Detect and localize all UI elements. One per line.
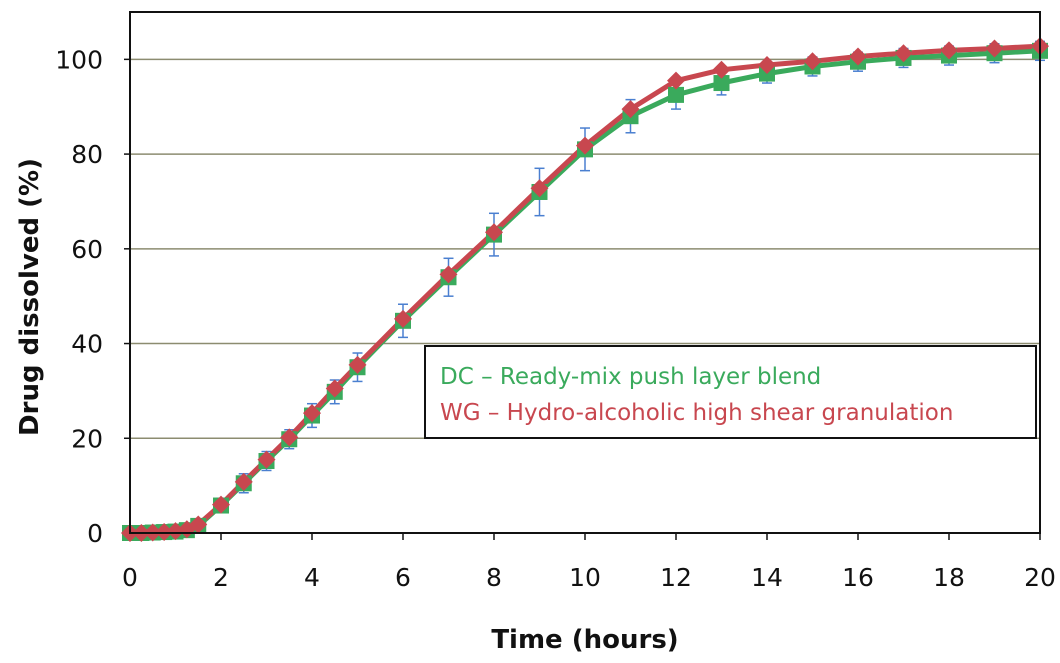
marker-s1-16 bbox=[485, 223, 503, 242]
x-axis-title: Time (hours) bbox=[491, 625, 678, 655]
x-tick-label-20: 20 bbox=[1024, 563, 1056, 592]
marker-s1-26 bbox=[940, 41, 958, 60]
legend-entry-dc: DC – Ready-mix push layer blend bbox=[440, 364, 821, 390]
marker-s1-22 bbox=[758, 56, 776, 75]
y-tick-label-80: 80 bbox=[71, 140, 103, 169]
marker-s1-11 bbox=[303, 404, 321, 423]
y-tick-labels: 0 20 40 60 80 100 bbox=[55, 45, 103, 548]
marker-s1-18 bbox=[576, 136, 594, 155]
plot-area-border bbox=[129, 11, 1041, 534]
y-tick-label-100: 100 bbox=[55, 45, 103, 74]
marker-s1-10 bbox=[280, 428, 299, 447]
marker-s1-9 bbox=[257, 450, 276, 469]
marker-s0-20 bbox=[668, 86, 684, 103]
marker-s1-7 bbox=[212, 495, 230, 514]
y-tick-label-0: 0 bbox=[87, 519, 103, 548]
x-tick-label-12: 12 bbox=[660, 563, 692, 592]
x-tick-label-18: 18 bbox=[933, 563, 965, 592]
x-tick-label-2: 2 bbox=[213, 563, 229, 592]
y-tick-label-60: 60 bbox=[71, 235, 103, 264]
x-tick-label-0: 0 bbox=[122, 563, 138, 592]
marker-s1-13 bbox=[348, 355, 367, 374]
marker-s1-21 bbox=[712, 60, 731, 79]
x-tick-label-6: 6 bbox=[395, 563, 411, 592]
series-markers bbox=[121, 37, 1049, 542]
marker-s1-19 bbox=[621, 100, 640, 119]
x-tick-label-14: 14 bbox=[751, 563, 783, 592]
x-tick-label-8: 8 bbox=[486, 563, 502, 592]
marker-s1-25 bbox=[894, 44, 913, 63]
x-tick-label-16: 16 bbox=[842, 563, 874, 592]
marker-s0-21 bbox=[713, 75, 730, 92]
marker-s1-23 bbox=[803, 52, 822, 71]
marker-s1-20 bbox=[667, 71, 685, 90]
x-tick-label-10: 10 bbox=[569, 563, 601, 592]
marker-s1-6 bbox=[189, 515, 208, 534]
marker-s1-17 bbox=[530, 179, 549, 198]
marker-s1-15 bbox=[439, 265, 458, 284]
y-tick-label-40: 40 bbox=[71, 330, 103, 359]
legend-box bbox=[424, 345, 1037, 439]
marker-s1-12 bbox=[325, 379, 344, 398]
error-bars bbox=[193, 40, 1045, 530]
x-tick-label-4: 4 bbox=[304, 563, 320, 592]
marker-s1-24 bbox=[849, 47, 867, 66]
y-axis-title: Drug dissolved (%) bbox=[15, 158, 45, 436]
y-tick-label-20: 20 bbox=[71, 424, 103, 453]
marker-s1-4 bbox=[166, 522, 185, 541]
marker-s1-14 bbox=[394, 309, 412, 328]
marker-s1-8 bbox=[234, 472, 253, 491]
legend: DC – Ready-mix push layer blend WG – Hyd… bbox=[424, 345, 1037, 439]
marker-s1-27 bbox=[985, 39, 1004, 58]
x-tick-labels: 0 2 4 6 8 10 12 14 16 18 20 bbox=[122, 563, 1056, 592]
legend-entry-wg: WG – Hydro-alcoholic high shear granulat… bbox=[440, 400, 953, 426]
